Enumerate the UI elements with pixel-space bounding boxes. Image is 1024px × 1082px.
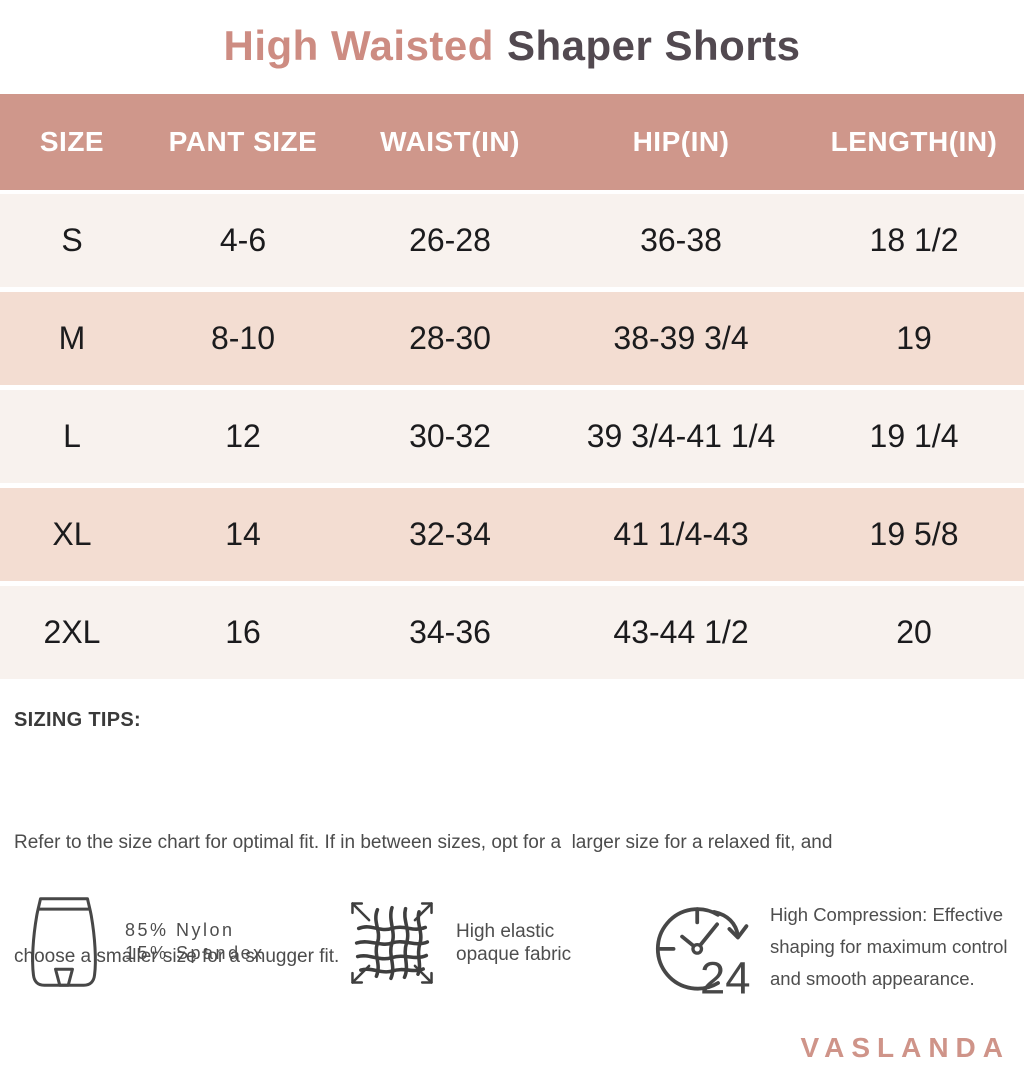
brand-logo-text: VASLANDA: [800, 1032, 1010, 1063]
column-header-hip: HIP(IN): [632, 126, 730, 157]
table-row: L 12 30-32 39 3/4-41 1/4 19 1/4: [0, 390, 1024, 483]
page-title-rest: Shaper Shorts: [506, 22, 801, 69]
column-header-pant: PANT SIZE: [168, 126, 318, 157]
cell-waist: 32-34: [409, 516, 491, 552]
cell-waist: 30-32: [409, 418, 491, 454]
table-row: S 4-6 26-28 36-38 18 1/2: [0, 194, 1024, 287]
elastic-mesh-icon: [351, 902, 433, 984]
compression-line: shaping for maximum control: [770, 936, 1008, 957]
cell-length: 19 1/4: [869, 418, 959, 454]
compression-line: and smooth appearance.: [770, 968, 975, 989]
cell-pant: 8-10: [210, 320, 276, 356]
cell-waist: 34-36: [409, 614, 491, 650]
cell-length: 19: [896, 320, 932, 356]
cell-hip: 41 1/4-43: [613, 516, 749, 552]
cell-hip: 43-44 1/2: [613, 614, 749, 650]
cell-pant: 16: [225, 614, 261, 650]
cell-size: M: [58, 320, 86, 356]
compression-line: High Compression: Effective: [770, 904, 1004, 925]
table-row: 2XL 16 34-36 43-44 1/2 20: [0, 586, 1024, 679]
table-row: XL 14 32-34 41 1/4-43 19 5/8: [0, 488, 1024, 581]
feature-elastic-fabric: High elastic opaque fabric: [340, 891, 571, 995]
fabric-line: 15% Spandex: [125, 943, 265, 963]
column-header-waist: WAIST(IN): [380, 126, 520, 157]
column-header-length: LENGTH(IN): [830, 126, 998, 157]
cell-hip: 39 3/4-41 1/4: [586, 418, 776, 454]
elastic-fabric-text: High elastic opaque fabric: [456, 920, 571, 966]
column-header-size: SIZE: [39, 126, 105, 157]
fabric-composition-text: 85% Nylon 15% Spandex: [125, 919, 265, 965]
cell-length: 20: [896, 614, 932, 650]
elastic-line: opaque fabric: [456, 944, 572, 965]
sizing-tips-section: SIZING TIPS: Refer to the size chart for…: [14, 709, 1010, 1052]
page-title: High Waisted Shaper Shorts: [0, 0, 1024, 67]
table-header-row: SIZE PANT SIZE WAIST(IN) HIP(IN) LENGTH(…: [0, 94, 1024, 190]
elastic-line: High elastic: [456, 921, 555, 942]
cell-size: L: [63, 418, 81, 454]
cell-waist: 28-30: [409, 320, 491, 356]
feature-high-compression: 24 High Compression: Effective shaping f…: [648, 893, 1020, 1001]
sizing-tips-body: Refer to the size chart for optimal fit.…: [14, 748, 1010, 1052]
sizing-tips-heading: SIZING TIPS:: [14, 709, 141, 731]
feature-fabric-composition: 85% Nylon 15% Spandex: [25, 895, 265, 989]
cell-waist: 26-28: [409, 222, 491, 258]
cell-pant: 12: [225, 418, 261, 454]
cell-hip: 38-39 3/4: [613, 320, 749, 356]
page-title-accent: High Waisted: [223, 22, 494, 69]
clock-24-icon: 24: [655, 907, 751, 1001]
cell-hip: 36-38: [640, 222, 722, 258]
size-chart-table: SIZE PANT SIZE WAIST(IN) HIP(IN) LENGTH(…: [0, 94, 1024, 679]
cell-size: S: [61, 222, 83, 258]
cell-size: 2XL: [43, 614, 101, 650]
svg-text:24: 24: [700, 952, 751, 1001]
table-row: M 8-10 28-30 38-39 3/4 19: [0, 292, 1024, 385]
cell-pant: 4-6: [219, 222, 267, 258]
sizing-tips-line: choose a smaller size for a snugger fit.: [14, 946, 340, 967]
cell-size: XL: [52, 516, 92, 552]
cell-length: 18 1/2: [869, 222, 959, 258]
cell-pant: 14: [225, 516, 261, 552]
shaper-shorts-icon: [31, 897, 97, 987]
sizing-tips-line: Refer to the size chart for optimal fit.…: [14, 832, 833, 853]
high-compression-text: High Compression: Effective shaping for …: [770, 899, 1020, 995]
cell-length: 19 5/8: [869, 516, 959, 552]
fabric-line: 85% Nylon: [125, 920, 235, 940]
